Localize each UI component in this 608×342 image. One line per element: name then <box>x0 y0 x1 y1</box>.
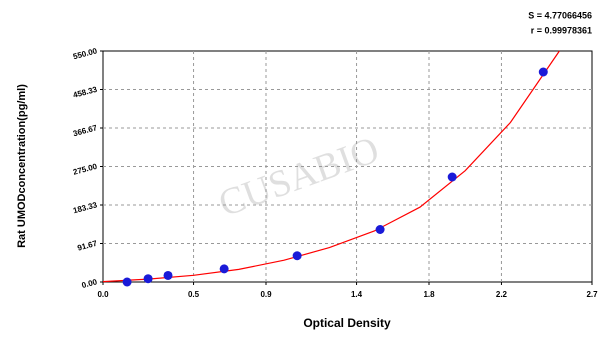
y-tick-label: 91.67 <box>76 239 98 253</box>
watermark: CUSABIO <box>213 129 384 226</box>
y-axis-label: Rat UMODconcentration(pg/ml) <box>16 84 28 248</box>
data-point <box>143 274 153 284</box>
x-tick-label: 2.7 <box>586 290 598 299</box>
data-point <box>292 251 302 261</box>
y-tick-label: 550.00 <box>72 46 98 61</box>
annotation: r = 0.99978361 <box>531 25 592 35</box>
y-tick-label: 0.00 <box>81 277 99 290</box>
data-point <box>219 264 229 274</box>
x-axis-label: Optical Density <box>303 316 391 330</box>
y-tick-label: 183.33 <box>72 200 98 215</box>
x-tick-label: 2.2 <box>496 290 508 299</box>
y-tick-label: 458.33 <box>72 85 98 100</box>
data-point <box>163 270 173 280</box>
data-point <box>375 225 385 234</box>
y-tick-label: 275.00 <box>72 162 98 177</box>
x-tick-label: 1.8 <box>423 290 435 299</box>
fit-curve <box>102 50 560 283</box>
data-point <box>447 172 457 182</box>
y-tick-label: 366.67 <box>72 123 98 138</box>
annotation: S = 4.77066456 <box>528 10 592 20</box>
data-point <box>122 277 132 287</box>
x-tick-label: 0.9 <box>260 290 272 299</box>
x-tick-label: 1.4 <box>351 290 363 299</box>
x-tick-label: 0.0 <box>97 290 109 299</box>
x-tick-label: 0.5 <box>188 290 200 299</box>
data-point <box>538 67 548 77</box>
